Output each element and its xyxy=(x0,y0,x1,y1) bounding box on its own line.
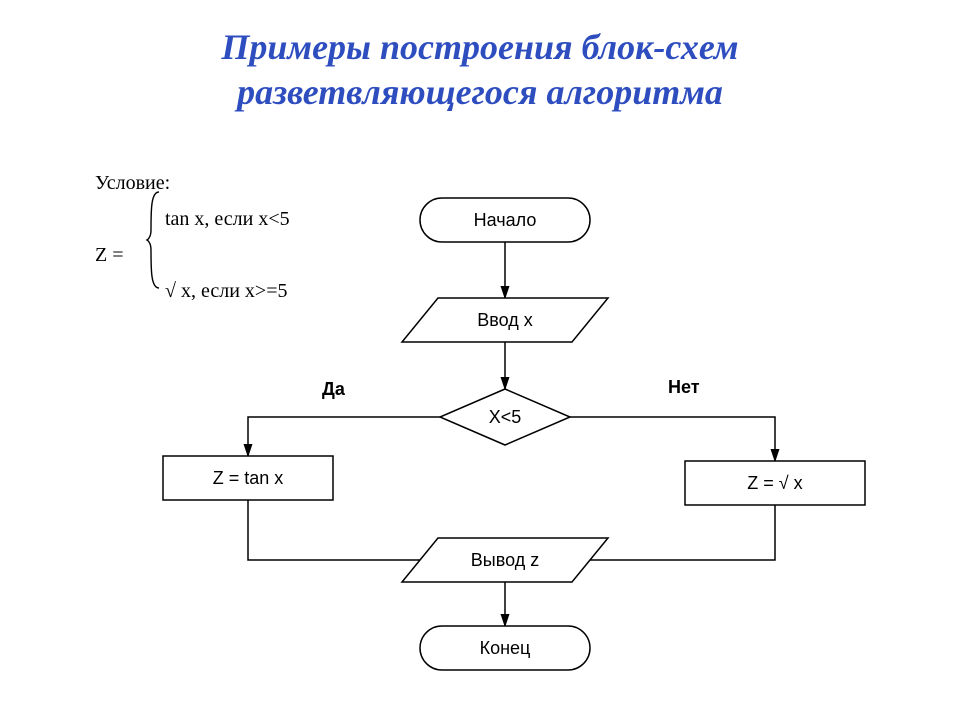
flowchart-canvas: Да Нет Начало Ввод x X<5 Z = tan x Z = √ x Выво… xyxy=(0,0,960,720)
svg-text:X<5: X<5 xyxy=(489,407,522,427)
svg-text:Ввод x: Ввод x xyxy=(477,310,533,330)
svg-text:Вывод z: Вывод z xyxy=(471,550,539,570)
svg-text:Z = √ x: Z = √ x xyxy=(747,473,802,493)
svg-text:Нет: Нет xyxy=(668,377,700,397)
svg-text:Начало: Начало xyxy=(474,210,537,230)
svg-text:Z = tan x: Z = tan x xyxy=(213,468,284,488)
svg-text:Конец: Конец xyxy=(480,638,531,658)
svg-text:Да: Да xyxy=(322,379,346,399)
